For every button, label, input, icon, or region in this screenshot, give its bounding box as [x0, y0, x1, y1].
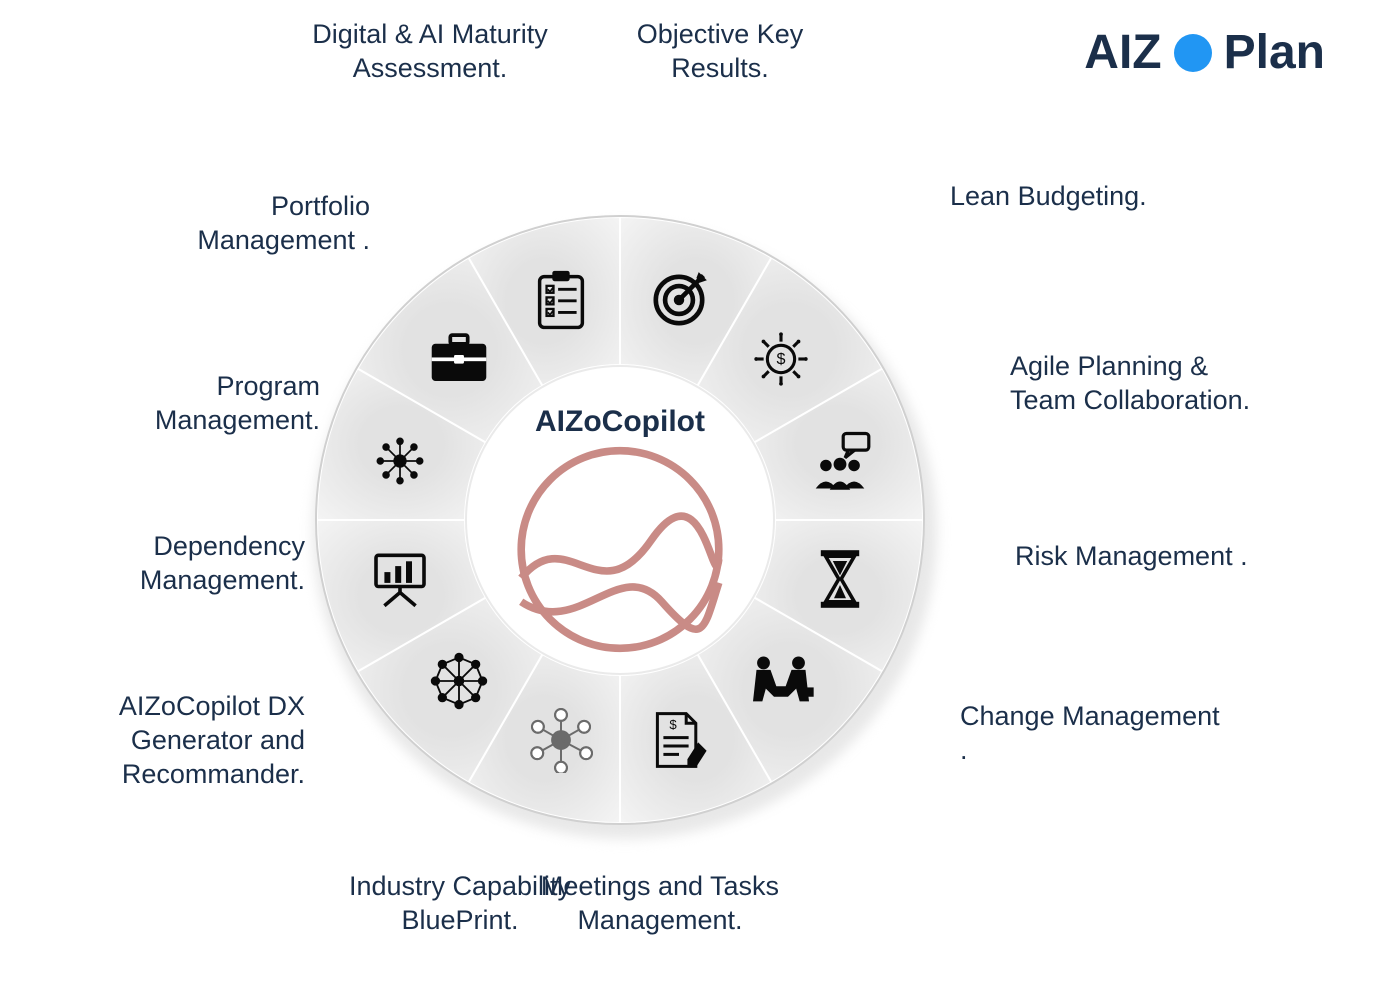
segment-label-okr: Objective Key Results. [590, 18, 850, 86]
segment-label-dependency: Dependency Management. [45, 530, 305, 598]
hub-logo-icon [510, 445, 730, 659]
segment-label-risk: Risk Management . [1015, 540, 1248, 574]
segment-label-blueprint: Industry Capability BluePrint. [330, 870, 590, 938]
segment-label-agile: Agile Planning & Team Collaboration. [1010, 350, 1270, 418]
segment-label-budgeting: Lean Budgeting. [950, 180, 1147, 214]
segment-label-portfolio: Portfolio Management . [110, 190, 370, 258]
segment-label-maturity: Digital & AI Maturity Assessment. [300, 18, 560, 86]
brand-logo: AIZ Plan [1084, 25, 1325, 80]
hub-wave-logo-icon [510, 445, 730, 654]
brand-prefix: AIZ [1084, 25, 1161, 80]
segment-label-program: Program Management. [60, 370, 320, 438]
brand-suffix: Plan [1224, 25, 1325, 80]
brand-dot-icon [1174, 34, 1212, 72]
wheel-hub: AIZoCopilot [465, 365, 775, 675]
segment-label-dxgen: AIZoCopilot DX Generator and Recommander… [45, 690, 305, 791]
hub-title: AIZoCopilot [535, 405, 705, 439]
stage: AIZ Plan AIZoCopilot $ [0, 0, 1385, 1000]
segment-label-change: Change Management . [960, 700, 1220, 768]
